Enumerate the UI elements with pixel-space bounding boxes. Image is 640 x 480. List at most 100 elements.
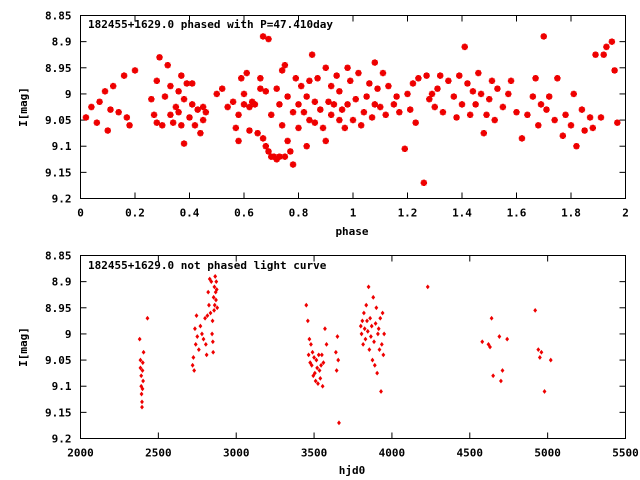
top-data-point: [246, 103, 253, 111]
bottom-data-point: [491, 373, 496, 379]
top-data-point: [104, 127, 111, 134]
bottom-x-tick-label: 5500: [612, 447, 639, 460]
bottom-x-tick-label: 5000: [534, 447, 561, 460]
top-x-axis-label: phase: [335, 225, 368, 238]
bottom-data-point: [362, 326, 367, 332]
bottom-data-point: [425, 284, 430, 290]
bottom-data-point: [212, 302, 217, 308]
top-data-point: [529, 93, 537, 100]
top-data-point: [167, 82, 174, 90]
bottom-data-point: [500, 368, 505, 373]
top-data-point: [535, 122, 542, 129]
top-y-axis-label: I[mag]: [17, 87, 30, 127]
bottom-data-point: [337, 420, 341, 426]
top-data-point: [412, 119, 419, 126]
bottom-data-point: [207, 276, 212, 282]
top-x-tick-label: 1: [350, 207, 357, 220]
bottom-x-ticks: 2000 2500 3000 3500 4000 4500 5000 5500: [67, 255, 639, 460]
top-data-point: [278, 122, 286, 129]
bottom-data-point: [314, 357, 319, 363]
top-data-point: [238, 75, 245, 82]
top-data-point: [289, 161, 297, 168]
raw-light-curve-plot: 8.85 8.9 8.95 9 9.05 9.1 9.15 9.2 2000 2500 3000 3…: [17, 250, 639, 478]
top-data-point: [96, 98, 103, 105]
bottom-data-point: [368, 334, 373, 339]
top-data-point: [257, 75, 264, 82]
top-data-point: [554, 75, 561, 82]
top-data-point: [374, 85, 381, 92]
bottom-plot-title: 182455+1629.0 not phased light curve: [88, 259, 327, 272]
top-data-point: [159, 122, 166, 129]
bottom-data-point: [480, 339, 485, 345]
bottom-data-point: [360, 318, 365, 324]
top-data-point: [551, 116, 558, 124]
top-x-tick-label: 2: [622, 207, 629, 220]
top-data-point: [382, 111, 389, 119]
top-data-point: [322, 137, 329, 145]
top-data-point: [246, 127, 253, 134]
top-data-point: [464, 80, 471, 87]
bottom-data-point: [318, 375, 323, 381]
top-data-point: [303, 143, 310, 150]
top-data-point: [614, 119, 621, 126]
bottom-data-point: [380, 310, 385, 316]
top-data-point: [423, 72, 430, 79]
bottom-data-point: [213, 274, 218, 279]
top-data-point: [284, 93, 291, 100]
top-data-point: [224, 103, 231, 111]
bottom-data-point: [335, 334, 340, 339]
bottom-data-point: [306, 352, 311, 358]
top-data-point: [178, 122, 185, 129]
bottom-data-point: [363, 336, 368, 342]
top-data-point: [592, 51, 599, 58]
top-data-point: [360, 109, 368, 116]
bottom-data-point: [533, 308, 538, 313]
top-data-point: [505, 90, 512, 98]
bottom-data-point: [193, 326, 197, 332]
top-x-tick-label: 1.6: [507, 207, 527, 220]
top-y-tick-label: 9.1: [52, 140, 72, 153]
bottom-x-axis-label: hjd0: [339, 464, 366, 477]
bottom-data-point: [204, 352, 209, 358]
top-data-point: [434, 85, 441, 92]
bottom-data-point: [366, 284, 371, 290]
top-data-point: [153, 77, 160, 85]
bottom-data-point: [310, 349, 315, 355]
bottom-data-point: [308, 360, 313, 366]
bottom-data-point: [208, 310, 213, 316]
top-data-point: [600, 51, 607, 58]
bottom-data-point: [381, 352, 386, 358]
top-data-point: [368, 114, 376, 121]
bottom-data-point: [214, 287, 219, 292]
top-data-point: [415, 75, 422, 82]
bottom-data-point: [333, 349, 338, 355]
top-data-point: [235, 111, 242, 119]
bottom-data-point: [379, 341, 384, 347]
top-data-point: [259, 135, 267, 142]
bottom-data-point: [375, 331, 380, 337]
top-data-point: [338, 106, 346, 113]
top-data-point: [393, 93, 400, 100]
top-data-point: [349, 116, 357, 124]
top-data-point: [219, 85, 226, 92]
top-data-point: [567, 122, 575, 129]
bottom-data-point: [364, 302, 369, 308]
bottom-data-point: [505, 336, 510, 342]
top-data-point: [164, 61, 171, 69]
top-data-point: [262, 88, 269, 95]
top-data-point: [101, 88, 109, 95]
top-data-point: [480, 129, 487, 137]
top-data-point: [194, 106, 201, 113]
bottom-data-point: [377, 347, 382, 353]
top-data-point: [265, 148, 272, 155]
top-data-point: [344, 64, 351, 71]
top-data-point: [578, 106, 586, 113]
top-data-point: [126, 122, 133, 129]
top-data-point: [366, 80, 373, 87]
bottom-data-point: [139, 373, 144, 379]
bottom-data-point: [365, 328, 370, 334]
bottom-y-tick-label: 9.05: [45, 354, 72, 367]
top-data-point: [597, 114, 605, 121]
top-data-point: [469, 88, 477, 95]
top-data-point: [107, 106, 114, 113]
